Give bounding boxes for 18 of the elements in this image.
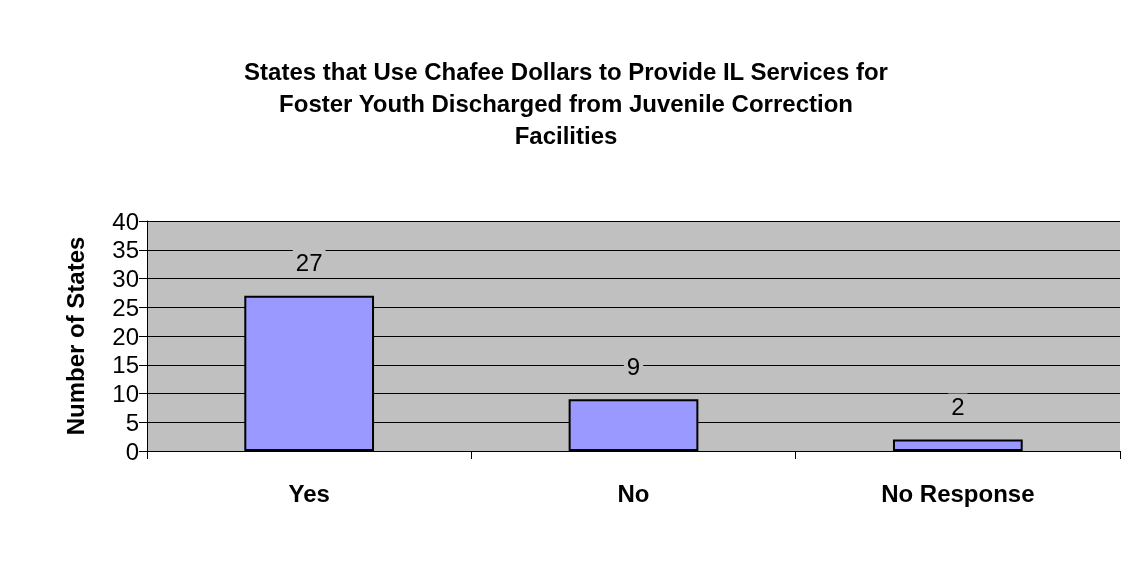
y-tick-label: 0 bbox=[125, 437, 139, 465]
data-label: 9 bbox=[626, 352, 641, 380]
bar bbox=[892, 439, 1023, 451]
y-axis-title: Number of States bbox=[61, 236, 89, 436]
data-label: 2 bbox=[951, 393, 965, 420]
y-tick-label: 40 bbox=[112, 207, 139, 235]
data-label: 27 bbox=[295, 249, 323, 277]
x-tick-label: No Response bbox=[881, 479, 1035, 507]
x-tick-label: No bbox=[617, 479, 650, 507]
chart-title: States that Use Chafee Dollars to Provide IL Services for Foster Youth Discharged from Juvenile Correction Facilities bbox=[244, 57, 888, 149]
x-tick-label: Yes bbox=[288, 479, 330, 507]
y-tick-label: 30 bbox=[112, 265, 139, 292]
y-tick-label: 10 bbox=[112, 380, 139, 407]
y-tick-label: 20 bbox=[112, 322, 139, 350]
y-tick-label: 5 bbox=[125, 408, 139, 436]
y-tick-label: 35 bbox=[112, 236, 139, 264]
y-tick-label: 25 bbox=[112, 293, 139, 321]
y-tick-label: 15 bbox=[112, 351, 139, 379]
